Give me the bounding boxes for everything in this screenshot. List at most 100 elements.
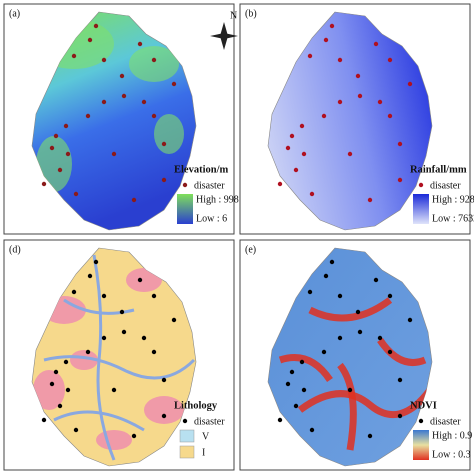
disaster-point [355,309,361,315]
disaster-point [321,113,327,119]
disaster-point [387,113,393,119]
disaster-point [367,197,373,203]
disaster-point [307,53,313,59]
panel-label: (e) [245,244,256,255]
disaster-point [57,167,63,173]
disaster-point [101,99,107,105]
legend-high: High : 0.9 [432,430,472,441]
disaster-point [53,133,59,139]
disaster-point [49,145,55,151]
disaster-point [121,329,127,335]
disaster-point [93,23,99,29]
disaster-point [119,309,125,315]
disaster-point [329,259,335,265]
legend-point [418,418,424,424]
disaster-point [41,181,47,187]
disaster-point [87,37,93,43]
disaster-point [141,99,147,105]
panel-label: (b) [245,8,257,19]
disaster-point [121,93,127,99]
disaster-point [397,141,403,147]
disaster-point [373,277,379,283]
legend-low: Low : 6 [196,213,227,224]
disaster-point [41,417,47,423]
disaster-point [321,349,327,355]
disaster-point [151,57,157,63]
legend-title: NDVI [410,400,437,411]
legend-swatch [179,445,195,459]
rock-unit [33,370,65,410]
disaster-point [387,349,393,355]
disaster-point [289,369,295,375]
legend-title: Elevation/m [174,164,229,175]
legend-swatch [179,429,195,443]
terrain [154,114,184,154]
legend-title: Rainfall/mm [410,164,467,175]
disaster-point [337,335,343,341]
legend-point-label: disaster [194,180,225,191]
study-area [267,11,433,231]
disaster-point [307,289,313,295]
low-ndvi [297,387,432,418]
disaster-point [161,177,167,183]
disaster-point [101,293,107,299]
disaster-point [347,387,353,393]
disaster-point [87,273,93,279]
disaster-point [85,349,91,355]
disaster-point [151,349,157,355]
legend-title: Lithology [174,400,218,411]
disaster-point [373,41,379,47]
disaster-point [285,145,291,151]
river [43,355,196,380]
low-ndvi [377,337,427,366]
disaster-point [71,53,77,59]
disaster-point [161,141,167,147]
disaster-point [63,123,69,129]
disaster-point [337,99,343,105]
disaster-point [161,377,167,383]
disaster-point [85,113,91,119]
legend-point-label: disaster [430,180,461,191]
disaster-point [387,293,393,299]
legend-point [182,418,188,424]
disaster-point [357,93,363,99]
rock-unit [144,396,184,424]
legend-ramp [177,194,193,224]
disaster-point [171,81,177,87]
river [63,298,135,315]
disaster-point [131,197,137,203]
rock-unit [70,350,98,370]
disaster-point [323,37,329,43]
legend-low: Low : 7632 [432,213,474,224]
disaster-point [293,403,299,409]
disaster-point [131,433,137,439]
disaster-point [377,99,383,105]
low-ndvi [337,362,357,451]
disaster-point [387,57,393,63]
low-ndvi [278,354,333,383]
panel-label: (d) [9,244,21,255]
map-panel: (a) N Elevation/m disaster High : 998 Low : 6 [3,3,239,235]
disaster-point [397,177,403,183]
disaster-point [151,113,157,119]
disaster-point [101,335,107,341]
river [53,410,145,432]
disaster-point [347,151,353,157]
legend-high: High : 9282 [432,194,474,205]
disaster-point [171,317,177,323]
legend-ramp [413,194,429,224]
legend-point [182,182,188,188]
map-panel: (e) NDVI disaster High : 0.9 Low : 0.3 [239,239,472,471]
terrain [129,46,179,82]
disaster-point [65,151,71,157]
disaster-point [141,335,147,341]
disaster-point [93,259,99,265]
disaster-point [337,293,343,299]
legend-low: Low : 0.3 [432,449,471,460]
legend-high: High : 998 [196,194,239,205]
disaster-point [63,359,69,365]
disaster-point [161,413,167,419]
panel-label: (a) [9,8,20,19]
north-label: N [230,10,237,21]
